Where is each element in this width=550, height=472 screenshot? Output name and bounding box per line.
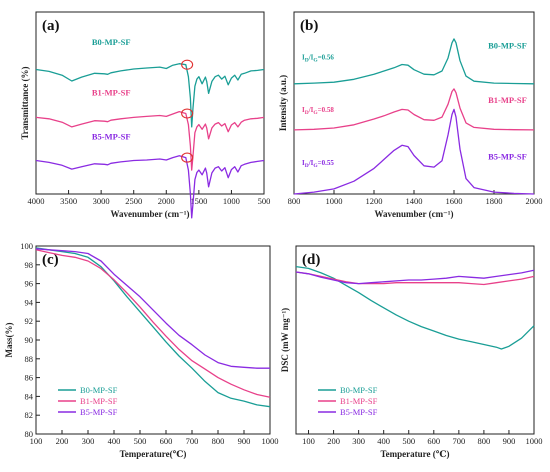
- y-tick-label: 92: [25, 316, 34, 326]
- panel-label: (a): [42, 18, 60, 34]
- legend-label-B0: B0-MP-SF: [340, 385, 378, 395]
- legend-label-B1: B1-MP-SF: [80, 396, 118, 406]
- x-tick-label: 600: [160, 436, 173, 446]
- x-axis-label: Temperature (℃): [380, 449, 449, 459]
- x-tick-label: 800: [212, 436, 225, 446]
- peak-circle-marker: [181, 152, 194, 163]
- peak-circle-marker: [181, 59, 194, 70]
- y-tick-label: 82: [25, 410, 34, 420]
- y-tick-label: 98: [25, 260, 34, 270]
- x-axis-label: Temperature(℃): [120, 449, 187, 459]
- x-tick-label: 1500: [190, 196, 207, 206]
- x-axis-label: Wavenumber (cm⁻¹): [374, 209, 453, 219]
- x-tick-label: 300: [352, 436, 365, 446]
- y-axis-label: Transmittance (%): [20, 66, 30, 139]
- x-tick-label: 1600: [446, 196, 463, 206]
- series-line-B0: [35, 63, 265, 128]
- y-axis-label: DSC (mW mg⁻¹): [280, 308, 290, 372]
- x-tick-label: 100: [302, 436, 315, 446]
- y-axis-label: Intensity (a.u.): [278, 75, 288, 131]
- x-tick-label: 900: [238, 436, 251, 446]
- x-axis-label: Wavenumber (cm⁻¹): [110, 209, 189, 219]
- id-ig-ratio-annotation: ID/IG=0.58: [302, 106, 334, 116]
- panel-label: (d): [302, 252, 320, 268]
- x-tick-label: 1000: [526, 436, 543, 446]
- series-label-B1: B1-MP-SF: [488, 95, 527, 105]
- series-label-B5: B5-MP-SF: [488, 151, 527, 161]
- x-tick-label: 1000: [223, 196, 240, 206]
- x-tick-label: 400: [108, 436, 121, 446]
- x-tick-label: 4000: [28, 196, 45, 206]
- legend-label-B5: B5-MP-SF: [80, 407, 118, 417]
- peak-circle-marker: [181, 108, 194, 119]
- x-tick-label: 500: [134, 436, 147, 446]
- legend-label-B0: B0-MP-SF: [80, 385, 118, 395]
- y-tick-label: 94: [25, 297, 34, 307]
- x-tick-label: 3000: [93, 196, 110, 206]
- series-label-B0: B0-MP-SF: [92, 37, 131, 47]
- series-line-B5: [35, 248, 270, 369]
- x-tick-label: 500: [258, 196, 271, 206]
- series-line-B5: [295, 269, 535, 285]
- x-tick-label: 900: [503, 436, 516, 446]
- series-line-B0: [35, 247, 271, 408]
- plot-frame: [35, 245, 271, 435]
- x-tick-label: 3500: [60, 196, 77, 206]
- x-tick-label: 200: [327, 436, 340, 446]
- series-line-B5: [35, 155, 265, 219]
- y-tick-label: 80: [25, 429, 34, 439]
- x-tick-label: 200: [56, 436, 69, 446]
- panel-label: (b): [300, 18, 318, 34]
- y-tick-label: 100: [20, 241, 33, 251]
- x-tick-label: 500: [402, 436, 415, 446]
- series-label-B0: B0-MP-SF: [488, 40, 527, 50]
- x-tick-label: 2000: [158, 196, 175, 206]
- x-tick-label: 1000: [326, 196, 343, 206]
- x-tick-label: 1400: [406, 196, 423, 206]
- series-line-B0: [293, 38, 535, 85]
- y-tick-label: 90: [25, 335, 34, 345]
- series-line-B1: [35, 110, 265, 171]
- x-tick-label: 100: [30, 436, 43, 446]
- panel-d: 100 200 300 400 500 600 700 800 900 1000 Temperatu…: [280, 245, 543, 459]
- panel-a: 4000 3500 3000 2500 2000 1500 1000 500 Wavenumbe…: [20, 11, 271, 219]
- x-tick-label: 800: [288, 196, 301, 206]
- x-tick-label: 400: [377, 436, 390, 446]
- x-tick-label: 1800: [486, 196, 503, 206]
- x-tick-label: 1200: [366, 196, 383, 206]
- legend-label-B5: B5-MP-SF: [340, 407, 378, 417]
- plot-frame: [295, 245, 535, 435]
- series-line-B1: [35, 249, 271, 398]
- id-ig-ratio-annotation: ID/IG=0.55: [302, 159, 334, 169]
- x-tick-label: 2500: [125, 196, 142, 206]
- y-tick-label: 88: [25, 354, 34, 364]
- y-tick-label: 84: [25, 391, 34, 401]
- series-line-B5: [293, 108, 535, 195]
- panel-label: (c): [42, 252, 59, 268]
- y-tick-label: 86: [25, 373, 34, 383]
- x-tick-label: 800: [478, 436, 491, 446]
- panel-b: 800 1000 1200 1400 1600 1800 2000 Wavenumber (c…: [278, 11, 543, 219]
- x-tick-label: 700: [452, 436, 465, 446]
- series-label-B1: B1-MP-SF: [92, 88, 131, 98]
- plot-frame: [35, 11, 265, 195]
- x-tick-label: 300: [82, 436, 95, 446]
- legend-label-B1: B1-MP-SF: [340, 396, 378, 406]
- id-ig-ratio-annotation: ID/IG=0.56: [302, 53, 334, 63]
- series-line-B1: [295, 271, 535, 286]
- series-line-B1: [293, 88, 535, 131]
- y-axis-label: Mass(%): [4, 323, 14, 358]
- x-tick-label: 600: [427, 436, 440, 446]
- x-tick-label: 1000: [262, 436, 279, 446]
- y-tick-label: 96: [25, 279, 34, 289]
- x-tick-label: 700: [186, 436, 199, 446]
- series-label-B5: B5-MP-SF: [92, 131, 131, 141]
- panel-c: 100 200 300 400 500 600 700 800 900 1000 80 82 84 86 8…: [4, 241, 279, 459]
- x-tick-label: 2000: [526, 196, 543, 206]
